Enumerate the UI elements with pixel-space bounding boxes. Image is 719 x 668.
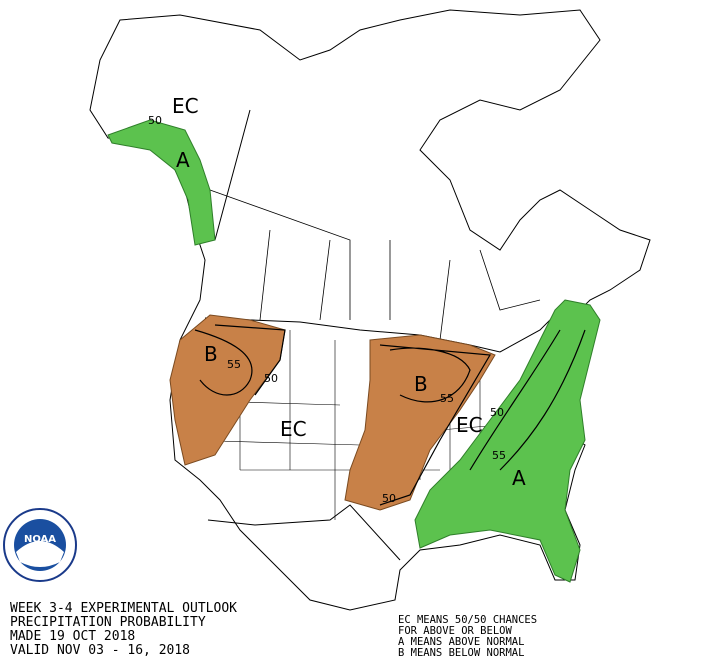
ec-label: EC [172, 94, 199, 118]
contour-label: 55 [440, 392, 454, 405]
legend-line: B MEANS BELOW NORMAL [398, 647, 524, 659]
title-line: WEEK 3-4 EXPERIMENTAL OUTLOOK [10, 601, 237, 616]
legend-line: A MEANS ABOVE NORMAL [398, 636, 524, 648]
ec-label: EC [280, 417, 307, 441]
above-label: A [176, 148, 190, 172]
contour-label: 50 [264, 372, 278, 385]
province-lines [209, 189, 541, 341]
contour-label: 50 [490, 406, 504, 419]
above-label: A [512, 466, 526, 490]
above-normal-region [107, 119, 216, 246]
noaa-logo: NOAA [3, 508, 77, 582]
below-label: B [414, 372, 428, 396]
contour-line [194, 324, 586, 506]
legend-line: EC MEANS 50/50 CHANCES [398, 614, 537, 626]
contour-label: 50 [382, 492, 396, 505]
above-normal-region [414, 299, 601, 583]
legend-line: FOR ABOVE OR BELOW [398, 625, 512, 637]
logo-wave [16, 541, 64, 567]
contour-label: 55 [227, 358, 241, 371]
below-normal-region [169, 314, 286, 466]
logo-text: NOAA [24, 534, 56, 545]
contour-label: 55 [492, 449, 506, 462]
title-line: PRECIPITATION PROBABILITY [10, 615, 206, 630]
ec-label: EC [456, 413, 483, 437]
below-normal-region [344, 334, 496, 511]
title-line: MADE 19 OCT 2018 [10, 629, 135, 644]
title-line: VALID NOV 03 - 16, 2018 [10, 643, 190, 658]
below-label: B [204, 342, 218, 366]
contour-label: 50 [148, 114, 162, 127]
